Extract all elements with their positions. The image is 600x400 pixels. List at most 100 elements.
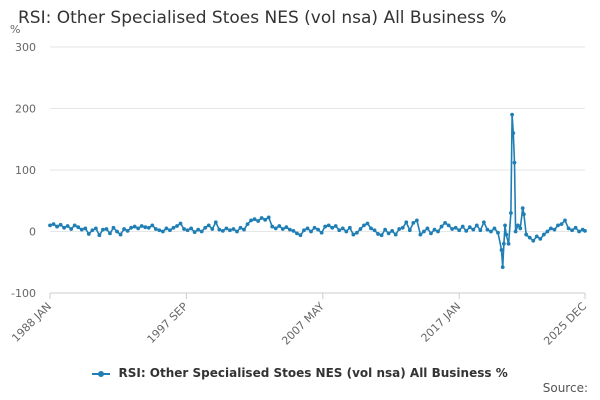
data-point[interactable] xyxy=(418,232,423,237)
data-point[interactable] xyxy=(527,235,532,240)
data-point[interactable] xyxy=(443,220,447,225)
data-point[interactable] xyxy=(213,220,218,225)
data-point[interactable] xyxy=(101,227,105,232)
data-point[interactable] xyxy=(309,229,313,234)
data-point[interactable] xyxy=(513,229,518,234)
data-point[interactable] xyxy=(467,225,472,230)
data-point[interactable] xyxy=(316,227,320,232)
data-point[interactable] xyxy=(164,226,169,231)
data-point[interactable] xyxy=(256,219,261,223)
data-point[interactable] xyxy=(270,224,275,229)
data-point[interactable] xyxy=(566,226,571,231)
data-point[interactable] xyxy=(220,228,225,233)
data-point[interactable] xyxy=(432,227,437,232)
data-point[interactable] xyxy=(549,226,553,231)
data-point[interactable] xyxy=(139,224,144,228)
data-point[interactable] xyxy=(383,227,388,232)
data-point[interactable] xyxy=(266,215,271,220)
data-point[interactable] xyxy=(192,230,197,235)
data-point[interactable] xyxy=(358,227,363,231)
data-point[interactable] xyxy=(369,226,373,231)
data-point[interactable] xyxy=(556,223,560,228)
data-point[interactable] xyxy=(446,223,451,228)
data-point[interactable] xyxy=(340,226,345,231)
data-point[interactable] xyxy=(460,224,465,229)
data-point[interactable] xyxy=(143,225,148,230)
data-point[interactable] xyxy=(337,228,342,233)
data-point[interactable] xyxy=(506,241,511,246)
data-point[interactable] xyxy=(199,229,204,234)
data-point[interactable] xyxy=(79,227,84,232)
data-point[interactable] xyxy=(404,220,409,225)
data-point[interactable] xyxy=(577,229,582,234)
data-point[interactable] xyxy=(503,223,507,228)
data-point[interactable] xyxy=(393,232,398,237)
data-point[interactable] xyxy=(185,228,190,233)
data-point[interactable] xyxy=(474,223,479,228)
data-point[interactable] xyxy=(182,227,186,231)
data-point[interactable] xyxy=(521,212,526,217)
data-point[interactable] xyxy=(429,231,433,236)
data-point[interactable] xyxy=(492,226,497,231)
data-point[interactable] xyxy=(365,221,370,226)
data-point[interactable] xyxy=(48,223,52,228)
data-point[interactable] xyxy=(411,220,416,225)
data-point[interactable] xyxy=(132,224,137,229)
data-point[interactable] xyxy=(86,232,91,236)
data-point[interactable] xyxy=(312,225,317,230)
data-point[interactable] xyxy=(249,218,253,223)
data-point[interactable] xyxy=(146,225,151,230)
data-point[interactable] xyxy=(386,231,391,236)
data-point[interactable] xyxy=(65,224,70,228)
data-point[interactable] xyxy=(397,227,402,231)
data-point[interactable] xyxy=(62,225,67,230)
data-point[interactable] xyxy=(501,241,506,246)
data-point[interactable] xyxy=(58,222,63,227)
data-point[interactable] xyxy=(425,226,430,231)
data-point[interactable] xyxy=(295,231,299,236)
data-point[interactable] xyxy=(471,227,476,232)
data-point[interactable] xyxy=(326,223,331,228)
data-point[interactable] xyxy=(245,222,250,227)
data-point[interactable] xyxy=(189,226,193,231)
data-point[interactable] xyxy=(287,227,292,232)
data-point[interactable] xyxy=(333,224,338,228)
data-point[interactable] xyxy=(545,229,550,234)
data-point[interactable] xyxy=(510,112,514,117)
data-point[interactable] xyxy=(524,232,529,237)
data-point[interactable] xyxy=(171,225,176,230)
data-point[interactable] xyxy=(379,233,384,238)
data-point[interactable] xyxy=(376,232,380,236)
data-point[interactable] xyxy=(414,218,419,223)
data-point[interactable] xyxy=(157,228,162,233)
data-point[interactable] xyxy=(538,236,543,241)
data-point[interactable] xyxy=(76,225,81,230)
data-point[interactable] xyxy=(291,228,296,233)
legend[interactable]: RSI: Other Specialised Stoes NES (vol ns… xyxy=(0,366,600,380)
data-point[interactable] xyxy=(552,227,557,232)
data-point[interactable] xyxy=(390,228,395,233)
data-point[interactable] xyxy=(196,227,201,232)
data-point[interactable] xyxy=(277,224,282,228)
data-point[interactable] xyxy=(478,228,483,233)
data-point[interactable] xyxy=(83,226,88,231)
data-point[interactable] xyxy=(372,228,377,233)
data-point[interactable] xyxy=(235,229,239,234)
data-point[interactable] xyxy=(499,248,504,252)
data-point[interactable] xyxy=(534,234,539,239)
data-point[interactable] xyxy=(302,228,306,233)
data-point[interactable] xyxy=(298,233,303,238)
data-point[interactable] xyxy=(178,221,183,226)
data-point[interactable] xyxy=(330,225,335,230)
data-point[interactable] xyxy=(111,225,116,230)
data-point[interactable] xyxy=(407,228,412,233)
data-point[interactable] xyxy=(573,225,578,230)
data-point[interactable] xyxy=(259,216,264,220)
data-point[interactable] xyxy=(500,265,505,270)
data-point[interactable] xyxy=(238,225,243,230)
data-point[interactable] xyxy=(351,232,356,237)
data-point[interactable] xyxy=(203,225,208,230)
data-point[interactable] xyxy=(206,223,211,228)
data-point[interactable] xyxy=(504,232,509,237)
data-point[interactable] xyxy=(175,224,179,228)
